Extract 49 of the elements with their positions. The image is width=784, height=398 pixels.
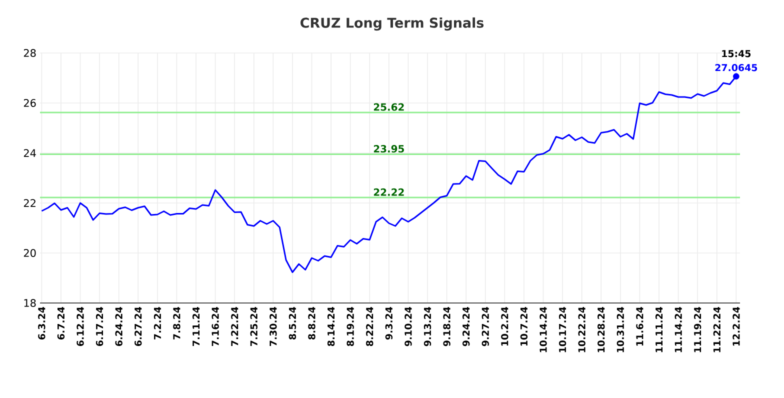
x-tick-label: 10.2.24 [501, 306, 508, 346]
x-tick-label: 8.19.24 [346, 306, 354, 346]
x-tick-label: 7.11.24 [192, 306, 200, 346]
ref-line-label: 25.62 [374, 103, 404, 111]
annotation: 27.0645 [715, 64, 758, 72]
x-tick-label: 11.14.24 [674, 306, 682, 352]
x-tick-label: 10.31.24 [616, 306, 624, 352]
x-tick-label: 11.11.24 [655, 306, 663, 352]
x-tick-label: 8.14.24 [327, 306, 335, 346]
x-tick-label: 6.27.24 [134, 306, 142, 346]
x-tick-label: 8.5.24 [288, 306, 296, 340]
x-tick-label: 10.17.24 [558, 306, 566, 352]
x-tick-label: 9.3.24 [385, 306, 393, 340]
ref-line-label: 23.95 [374, 145, 404, 153]
y-tick-label: 28 [24, 49, 36, 57]
y-tick-label: 24 [24, 149, 36, 157]
ref-line-label: 22.22 [374, 188, 404, 196]
x-tick-label: 11.6.24 [636, 306, 644, 346]
annotation: 15:45 [722, 50, 751, 58]
x-tick-label: 6.12.24 [76, 306, 84, 346]
x-tick-label: 8.8.24 [308, 306, 316, 340]
x-tick-label: 12.2.24 [732, 306, 740, 346]
x-tick-label: 10.22.24 [578, 306, 586, 352]
x-tick-label: 10.7.24 [520, 306, 528, 346]
chart-title: CRUZ Long Term Signals [300, 17, 484, 31]
x-tick-label: 7.22.24 [231, 306, 238, 346]
x-tick-label: 6.17.24 [96, 306, 104, 346]
x-tick-label: 7.2.24 [154, 306, 161, 340]
y-tick-label: 18 [24, 299, 36, 307]
x-tick-label: 6.3.24 [38, 306, 46, 340]
x-tick-label: 9.24.24 [462, 306, 470, 346]
x-tick-label: 7.8.24 [173, 306, 180, 340]
x-tick-label: 8.22.24 [366, 306, 374, 346]
x-tick-label: 9.27.24 [482, 306, 489, 346]
x-tick-label: 9.10.24 [404, 306, 412, 346]
x-tick-label: 11.19.24 [694, 306, 702, 352]
x-tick-label: 7.30.24 [270, 306, 277, 346]
x-tick-label: 10.14.24 [540, 306, 547, 352]
x-tick-label: 7.16.24 [212, 306, 219, 346]
x-tick-label: 9.13.24 [424, 306, 432, 346]
x-tick-label: 6.24.24 [115, 306, 122, 346]
y-tick-label: 22 [24, 199, 36, 207]
y-tick-label: 26 [24, 99, 36, 107]
x-tick-label: 6.7.24 [57, 306, 65, 340]
x-tick-label: 11.22.24 [713, 306, 720, 352]
x-tick-label: 9.18.24 [443, 306, 450, 346]
x-tick-label: 10.28.24 [598, 306, 605, 352]
x-tick-label: 7.25.24 [250, 306, 258, 346]
y-tick-label: 20 [24, 249, 36, 257]
